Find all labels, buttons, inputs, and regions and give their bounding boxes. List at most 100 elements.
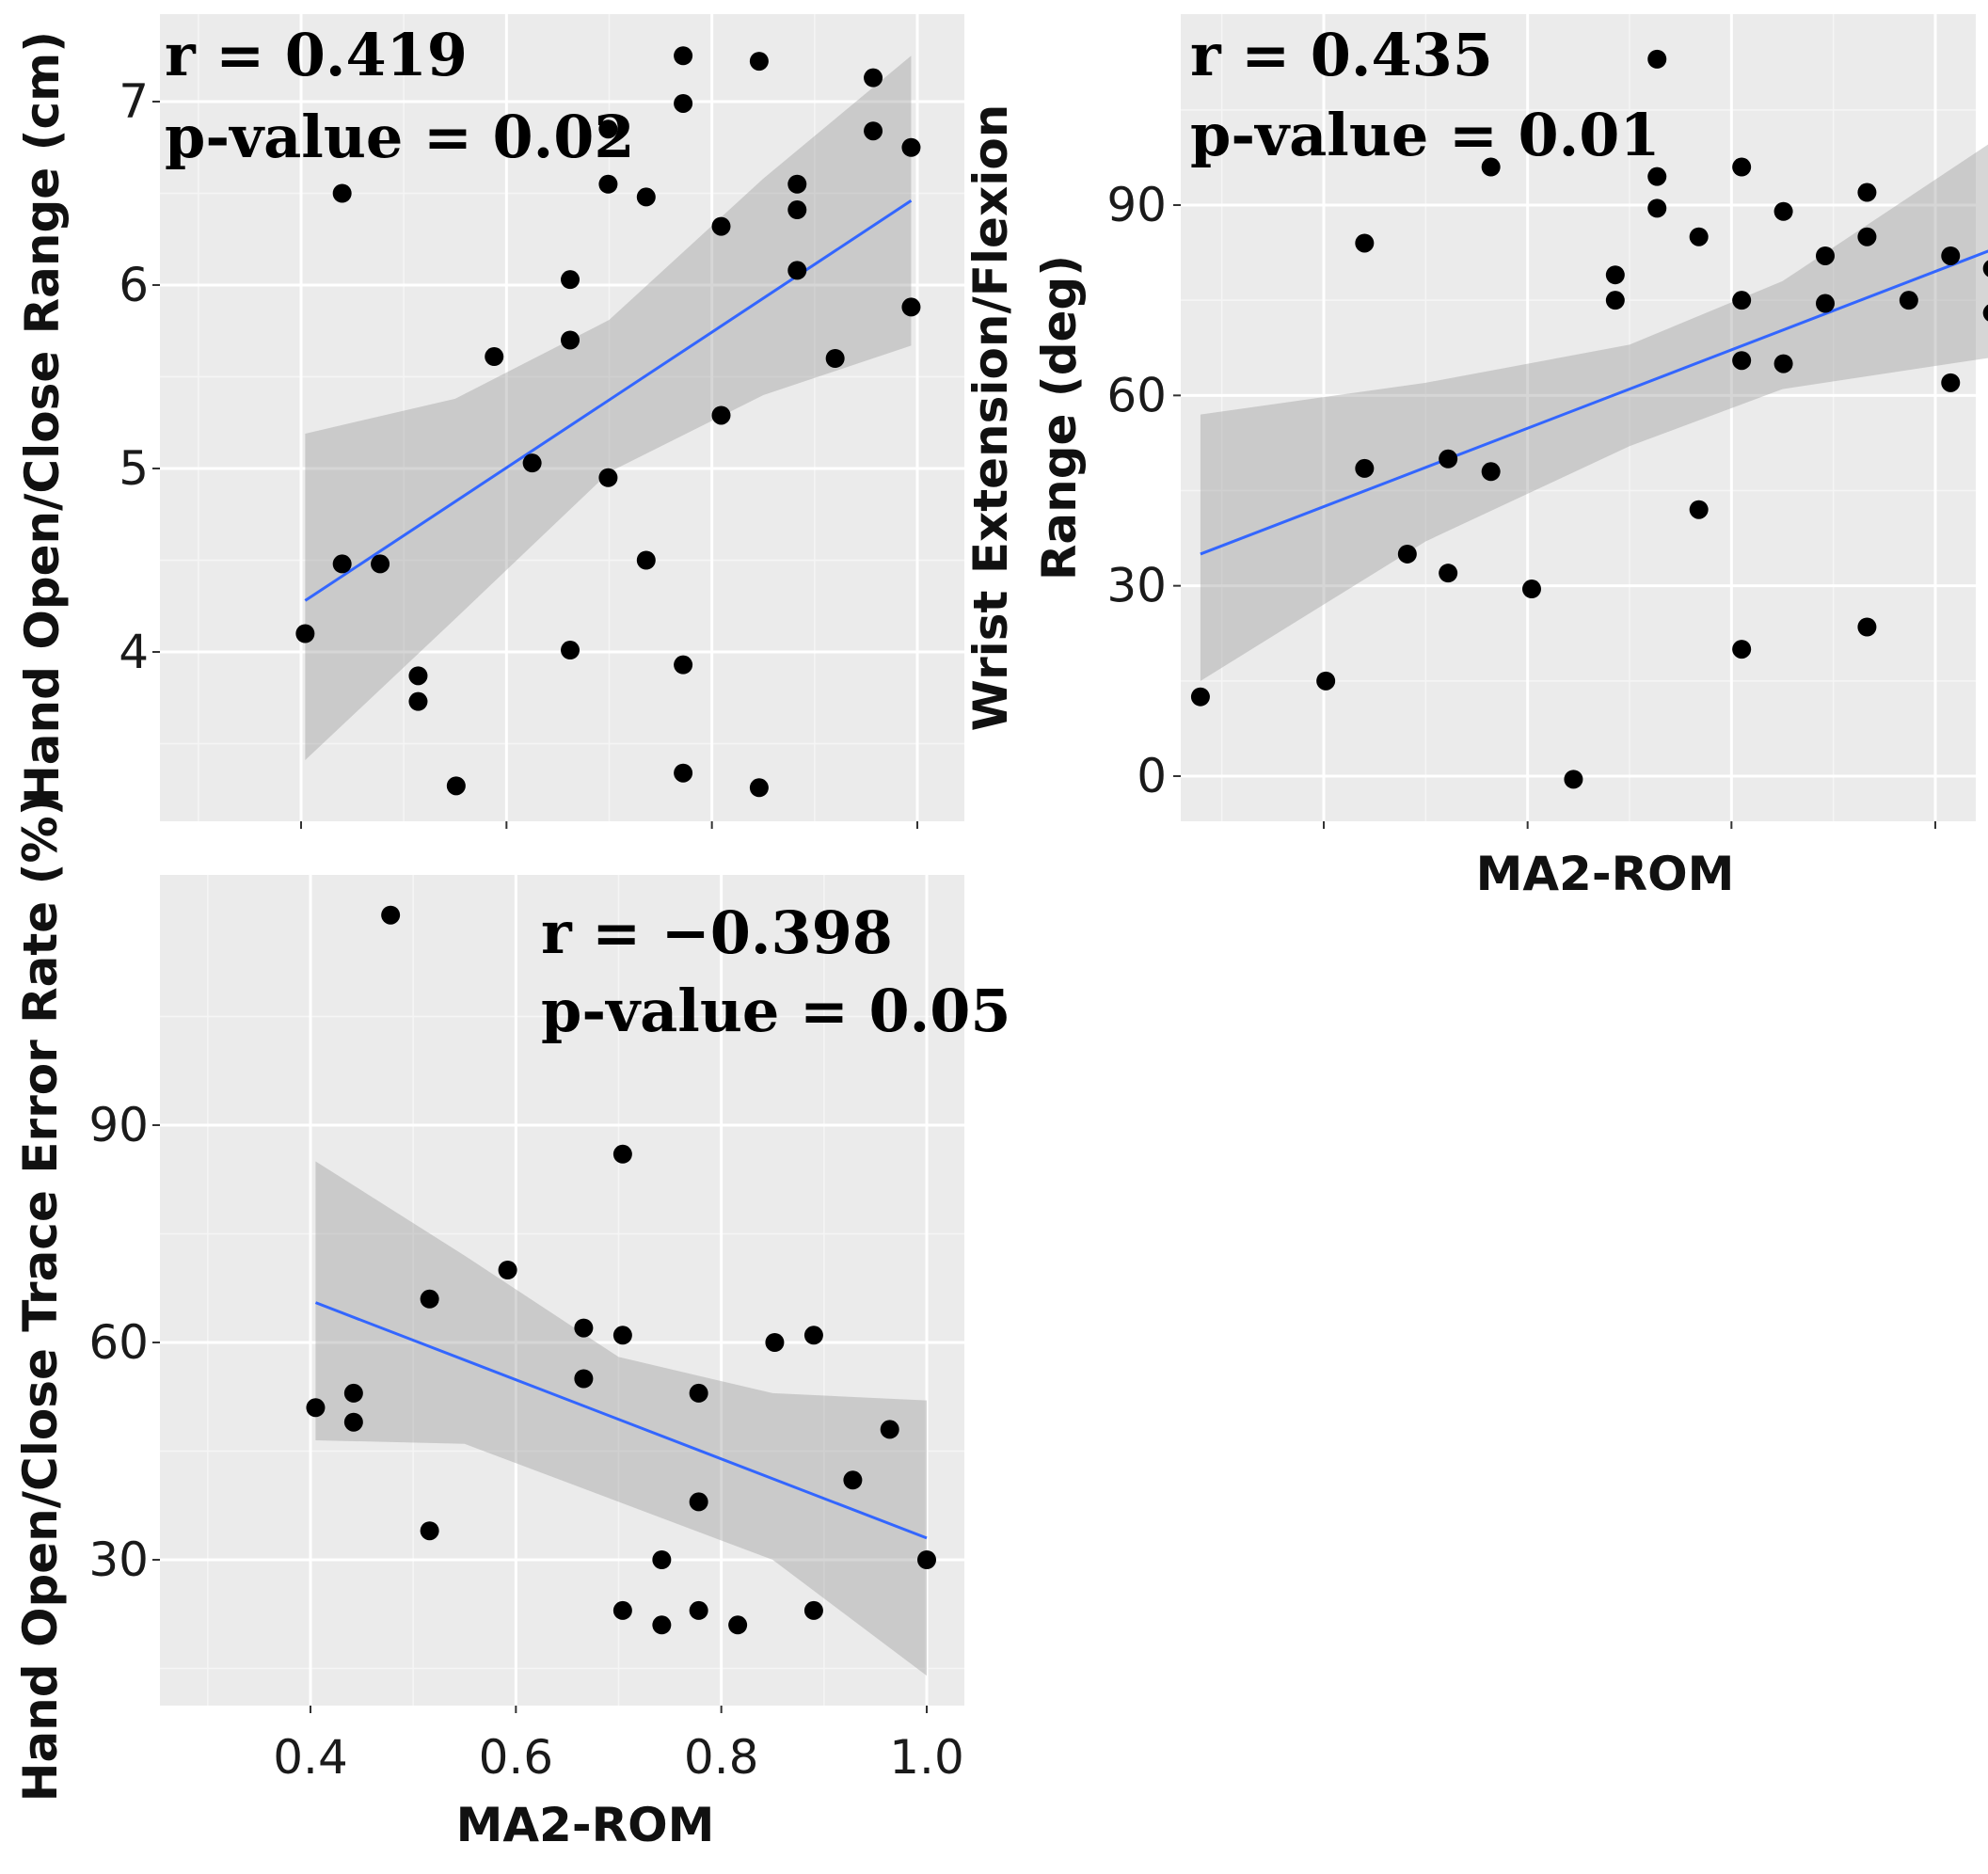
y-axis-label: Hand Open/Close Trace Error Rate (%) <box>13 795 68 1803</box>
data-point <box>1647 167 1667 186</box>
data-point <box>332 554 352 574</box>
data-point <box>843 1470 863 1490</box>
data-point <box>1773 201 1793 221</box>
data-point <box>420 1521 439 1541</box>
regression-line <box>314 1301 928 1540</box>
data-point <box>728 1615 748 1635</box>
y-axis-label-line-2: Range (deg) <box>1032 255 1087 580</box>
confidence-band <box>305 56 912 761</box>
data-point <box>1732 640 1752 659</box>
p-value-annotation: p-value = 0.05 <box>541 977 1010 1045</box>
data-point <box>295 624 315 643</box>
data-point <box>420 1289 439 1309</box>
data-point <box>1355 233 1375 253</box>
data-point <box>612 1326 632 1345</box>
data-point <box>598 468 618 487</box>
panel-wrist-extension-flexion-range: 0 30 60 90 r = 0.435 p-value = 0.01 Wrist Exte… <box>963 14 1988 901</box>
data-point <box>1439 564 1458 583</box>
data-point <box>711 405 731 425</box>
data-point <box>1732 291 1752 310</box>
data-point <box>1857 183 1877 202</box>
data-point <box>561 641 580 660</box>
data-point <box>636 187 656 207</box>
data-point <box>343 1383 363 1403</box>
panel-hand-open-close-range: 4 5 6 7 r = 0.419 p-value = 0.02 Hand Open/Clo… <box>15 14 964 829</box>
data-point <box>1941 373 1961 392</box>
data-point <box>803 1600 823 1620</box>
data-point <box>343 1412 363 1432</box>
data-point <box>1982 304 1988 322</box>
data-point <box>371 554 390 574</box>
data-point <box>917 1550 936 1569</box>
y-tick-label: 90 <box>88 1098 149 1152</box>
correlation-annotation: r = 0.435 <box>1190 21 1493 89</box>
y-axis-label: Hand Open/Close Range (cm) <box>15 31 70 804</box>
data-point <box>652 1550 672 1569</box>
data-point <box>689 1383 708 1403</box>
regression-line <box>304 199 913 602</box>
data-point <box>1689 500 1709 519</box>
data-point <box>1732 351 1752 371</box>
data-point <box>652 1615 672 1635</box>
x-tick-label: 0.6 <box>479 1730 554 1785</box>
y-tick-label: 4 <box>119 625 149 679</box>
y-axis-label-line-1: Wrist Extension/Flexion <box>963 104 1018 732</box>
data-point <box>674 655 693 675</box>
data-point <box>408 666 428 686</box>
confidence-band <box>315 1161 927 1676</box>
data-point <box>787 261 807 280</box>
data-point <box>1564 770 1583 789</box>
p-value-annotation: p-value = 0.01 <box>1190 101 1660 169</box>
data-point <box>306 1398 326 1418</box>
data-point <box>1816 246 1835 265</box>
data-point <box>674 93 693 113</box>
data-point <box>574 1318 594 1338</box>
panel-hand-trace-error-rate: 30 60 90 0.4 0.6 0.8 1.0 r = −0.398 p-value = 0.… <box>13 795 1010 1852</box>
data-point <box>901 137 921 157</box>
data-point <box>561 330 580 350</box>
y-tick-label: 7 <box>119 74 149 129</box>
correlation-annotation: r = −0.398 <box>541 898 893 967</box>
data-point <box>636 550 656 570</box>
y-tick-label: 30 <box>1106 559 1167 613</box>
data-point <box>612 1144 632 1164</box>
data-point <box>880 1420 899 1439</box>
data-point <box>674 46 693 66</box>
data-point <box>787 200 807 220</box>
data-point <box>446 776 466 796</box>
data-point <box>1481 462 1501 482</box>
x-axis-label: MA2-ROM <box>1476 847 1735 901</box>
data-point <box>1439 449 1458 468</box>
data-point <box>1857 227 1877 246</box>
data-point <box>1647 199 1667 218</box>
data-point <box>1816 294 1835 313</box>
data-point <box>381 905 401 925</box>
x-tick-label: 0.8 <box>684 1730 759 1785</box>
data-point <box>864 68 883 87</box>
data-point <box>1190 687 1210 707</box>
data-point <box>825 349 845 368</box>
data-point <box>1605 291 1625 310</box>
data-point <box>332 183 352 203</box>
data-point <box>1857 617 1877 637</box>
data-point <box>1647 49 1667 69</box>
y-tick-label: 90 <box>1106 178 1167 232</box>
data-point <box>1316 671 1336 691</box>
plot-background <box>160 14 964 821</box>
data-point <box>711 216 731 236</box>
regression-line <box>1200 249 1988 556</box>
data-point <box>689 1600 708 1620</box>
plot-background <box>160 875 964 1706</box>
y-tick-label: 30 <box>88 1533 149 1587</box>
y-tick-label: 60 <box>88 1315 149 1370</box>
data-point <box>689 1492 708 1512</box>
data-point <box>901 297 921 317</box>
x-axis-label: MA2-ROM <box>456 1798 715 1852</box>
data-point <box>1689 227 1709 246</box>
data-point <box>1397 544 1417 564</box>
data-point <box>522 453 542 473</box>
data-point <box>864 121 883 141</box>
y-tick-label: 60 <box>1106 368 1167 422</box>
data-point <box>1605 265 1625 285</box>
